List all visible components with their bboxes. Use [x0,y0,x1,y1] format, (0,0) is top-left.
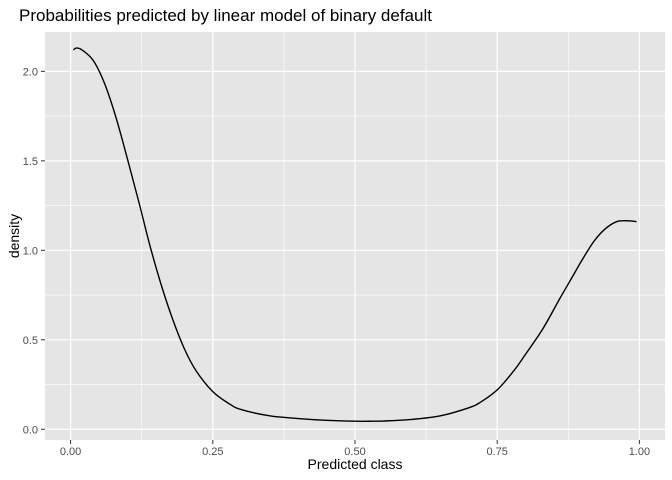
x-axis-ticks: 0.00 0.25 0.50 0.75 1.00 [60,440,650,458]
y-tick-label: 2.0 [23,66,38,78]
x-axis-title: Predicted class [308,456,403,472]
major-grid [45,32,665,440]
y-tick-label: 1.0 [23,245,38,257]
y-tick-label: 0.0 [23,424,38,436]
x-tick-label: 1.00 [629,446,650,458]
chart-title: Probabilities predicted by linear model … [19,6,432,25]
x-tick-label: 0.75 [486,446,507,458]
y-axis-title: density [6,214,22,258]
y-axis-ticks: 0.0 0.5 1.0 1.5 2.0 [23,66,45,436]
y-tick-label: 0.5 [23,335,38,347]
x-tick-label: 0.25 [202,446,223,458]
x-tick-label: 0.00 [60,446,81,458]
density-line [73,47,637,422]
x-tick-label: 0.50 [344,446,365,458]
y-tick-label: 1.5 [23,156,38,168]
